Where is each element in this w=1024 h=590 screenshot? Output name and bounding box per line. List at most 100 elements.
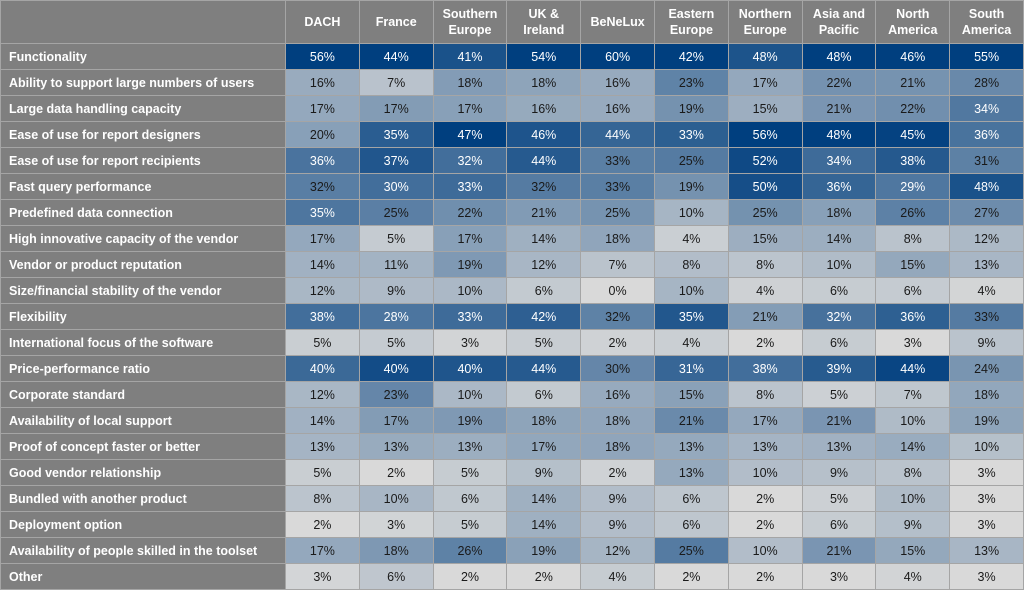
header-row: DACH France Southern Europe UK & Ireland BeN… (0, 0, 1024, 44)
row-label: Predefined data connection (0, 199, 286, 226)
heatmap-cell: 39% (801, 355, 877, 382)
heatmap-cell: 10% (727, 459, 803, 486)
heatmap-cell: 19% (432, 251, 508, 278)
table-row: Ability to support large numbers of user… (0, 69, 1024, 96)
heatmap-cell: 31% (949, 147, 1024, 174)
heatmap-cell: 42% (653, 43, 729, 70)
heatmap-cell: 56% (727, 121, 803, 148)
heatmap-cell: 9% (949, 329, 1024, 356)
heatmap-cell: 46% (506, 121, 582, 148)
heatmap-cell: 14% (506, 485, 582, 512)
heatmap-cell: 28% (358, 303, 434, 330)
heatmap-cell: 19% (432, 407, 508, 434)
heatmap-cell: 18% (506, 407, 582, 434)
heatmap-cell: 9% (801, 459, 877, 486)
heatmap-cell: 17% (727, 407, 803, 434)
heatmap-cell: 18% (432, 69, 508, 96)
heatmap-cell: 34% (949, 95, 1024, 122)
row-label: Size/financial stability of the vendor (0, 277, 286, 304)
table-row: Other 3% 6% 2% 2% 4% 2% 2% 3% 4% 3% (0, 563, 1024, 590)
heatmap-cell: 17% (432, 225, 508, 252)
heatmap-cell: 10% (727, 537, 803, 564)
table-row: Proof of concept faster or better 13% 13% 1… (0, 433, 1024, 460)
heatmap-cell: 23% (358, 381, 434, 408)
heatmap-cell: 32% (285, 173, 360, 200)
heatmap-cell: 22% (801, 69, 877, 96)
table-row: International focus of the software 5% 5% 3… (0, 329, 1024, 356)
heatmap-cell: 37% (358, 147, 434, 174)
heatmap-cell: 16% (580, 69, 655, 96)
heatmap-cell: 18% (580, 225, 655, 252)
row-label: Large data handling capacity (0, 95, 286, 122)
row-label: Deployment option (0, 511, 286, 538)
heatmap-cell: 6% (506, 277, 582, 304)
heatmap-cell: 13% (285, 433, 360, 460)
heatmap-cell: 35% (653, 303, 729, 330)
heatmap-cell: 4% (875, 563, 951, 590)
heatmap-cell: 10% (653, 277, 729, 304)
row-label: Fast query performance (0, 173, 286, 200)
heatmap-cell: 44% (506, 355, 582, 382)
heatmap-cell: 8% (285, 485, 360, 512)
heatmap-cell: 17% (358, 95, 434, 122)
heatmap-cell: 17% (727, 69, 803, 96)
heatmap-cell: 6% (358, 563, 434, 590)
heatmap-cell: 32% (801, 303, 877, 330)
row-label: High innovative capacity of the vendor (0, 225, 286, 252)
heatmap-cell: 6% (653, 485, 729, 512)
heatmap-cell: 32% (432, 147, 508, 174)
heatmap-cell: 44% (506, 147, 582, 174)
heatmap-cell: 26% (432, 537, 508, 564)
heatmap-cell: 3% (285, 563, 360, 590)
heatmap-cell: 7% (358, 69, 434, 96)
heatmap-cell: 18% (949, 381, 1024, 408)
heatmap-cell: 13% (653, 459, 729, 486)
heatmap-cell: 14% (506, 225, 582, 252)
heatmap-cell: 10% (432, 381, 508, 408)
heatmap-cell: 13% (727, 433, 803, 460)
column-header: Southern Europe (432, 0, 508, 44)
heatmap-cell: 45% (875, 121, 951, 148)
heatmap-cell: 33% (580, 173, 655, 200)
heatmap-cell: 33% (432, 173, 508, 200)
row-label: Ease of use for report recipients (0, 147, 286, 174)
heatmap-cell: 9% (506, 459, 582, 486)
heatmap-cell: 10% (875, 407, 951, 434)
heatmap-cell: 16% (285, 69, 360, 96)
heatmap-cell: 2% (653, 563, 729, 590)
heatmap-cell: 15% (875, 537, 951, 564)
heatmap-cell: 6% (653, 511, 729, 538)
row-label: Vendor or product reputation (0, 251, 286, 278)
heatmap-cell: 2% (727, 485, 803, 512)
heatmap-cell: 48% (801, 43, 877, 70)
heatmap-cell: 56% (285, 43, 360, 70)
heatmap-cell: 36% (875, 303, 951, 330)
heatmap-cell: 26% (875, 199, 951, 226)
column-header: DACH (285, 0, 360, 44)
heatmap-cell: 2% (580, 329, 655, 356)
row-label: Other (0, 563, 286, 590)
heatmap-cell: 21% (506, 199, 582, 226)
row-label: Good vendor relationship (0, 459, 286, 486)
heatmap-cell: 5% (358, 225, 434, 252)
heatmap-cell: 13% (653, 433, 729, 460)
column-header: UK & Ireland (506, 0, 582, 44)
heatmap-cell: 47% (432, 121, 508, 148)
heatmap-cell: 2% (358, 459, 434, 486)
row-label: Availability of local support (0, 407, 286, 434)
heatmap-cell: 14% (801, 225, 877, 252)
heatmap-cell: 17% (285, 95, 360, 122)
heatmap-cell: 55% (949, 43, 1024, 70)
heatmap-cell: 16% (580, 381, 655, 408)
heatmap-cell: 18% (801, 199, 877, 226)
heatmap-cell: 14% (285, 251, 360, 278)
heatmap-cell: 4% (653, 329, 729, 356)
heatmap-cell: 21% (727, 303, 803, 330)
heatmap-cell: 14% (875, 433, 951, 460)
heatmap-cell: 9% (875, 511, 951, 538)
heatmap-cell: 35% (358, 121, 434, 148)
heatmap-cell: 27% (949, 199, 1024, 226)
row-label: Proof of concept faster or better (0, 433, 286, 460)
heatmap-cell: 12% (949, 225, 1024, 252)
heatmap-cell: 10% (432, 277, 508, 304)
